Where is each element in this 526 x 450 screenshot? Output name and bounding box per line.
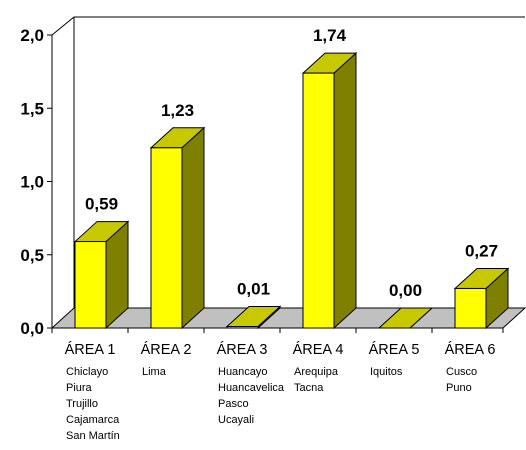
category-label: ÁREA 3 (217, 341, 268, 358)
y-axis: 0,0 0,5 1,0 1,5 2,0 (20, 26, 52, 338)
bar-side (182, 128, 204, 328)
bar-front (75, 242, 106, 328)
category-label: ÁREA 5 (369, 341, 420, 358)
bar: 0,27 (455, 241, 508, 328)
data-label: 1,74 (313, 26, 347, 45)
x-axis: ÁREA 1 Chiclayo Piura Trujillo Cajamarca San … (52, 328, 503, 442)
data-label: 0,27 (465, 241, 498, 260)
y-tick-label: 0,5 (20, 246, 44, 265)
data-label: 0,01 (237, 280, 270, 299)
y-tick-label: 1,0 (20, 173, 44, 192)
y-tick-label: 1,5 (20, 99, 44, 118)
category-label: ÁREA 4 (293, 341, 344, 358)
category-sublabel: Pasco (218, 398, 249, 410)
category-sublabel: San Martín (66, 430, 120, 442)
bar-front (303, 73, 334, 328)
category-sublabel: Chiclayo (66, 366, 108, 378)
bar: 1,74 (303, 26, 356, 328)
category-sublabel: Piura (66, 382, 93, 394)
category-sublabel: Tacna (294, 382, 324, 394)
wall-corner-edge (52, 17, 74, 35)
category-sublabel: Cajamarca (66, 414, 120, 426)
category-label: ÁREA 6 (445, 341, 496, 358)
category-label: ÁREA 1 (65, 341, 116, 358)
bars: 0,59 1,23 0,01 1,74 0,00 0,27 (75, 26, 508, 328)
bar: 1,23 (151, 101, 204, 328)
bar-side (334, 53, 356, 328)
category-sublabel: Ucayali (218, 414, 254, 426)
bar-front (151, 148, 182, 328)
category-sublabel: Huancayo (218, 366, 268, 378)
data-label: 0,00 (389, 281, 422, 300)
category-sublabel: Trujillo (66, 398, 98, 410)
category-sublabel: Lima (142, 366, 167, 378)
y-tick-label: 0,0 (20, 319, 44, 338)
category-sublabel: Arequipa (294, 366, 339, 378)
bar-front (455, 288, 486, 328)
category-label: ÁREA 2 (141, 341, 192, 358)
y-tick-label: 2,0 (20, 26, 44, 45)
data-label: 1,23 (161, 101, 194, 120)
category-sublabel: Iquitos (370, 366, 403, 378)
category-sublabel: Huancavelica (218, 382, 285, 394)
category-sublabel: Puno (446, 382, 472, 394)
category-sublabel: Cusco (446, 366, 477, 378)
data-label: 0,59 (85, 195, 118, 214)
bar: 0,59 (75, 195, 128, 328)
